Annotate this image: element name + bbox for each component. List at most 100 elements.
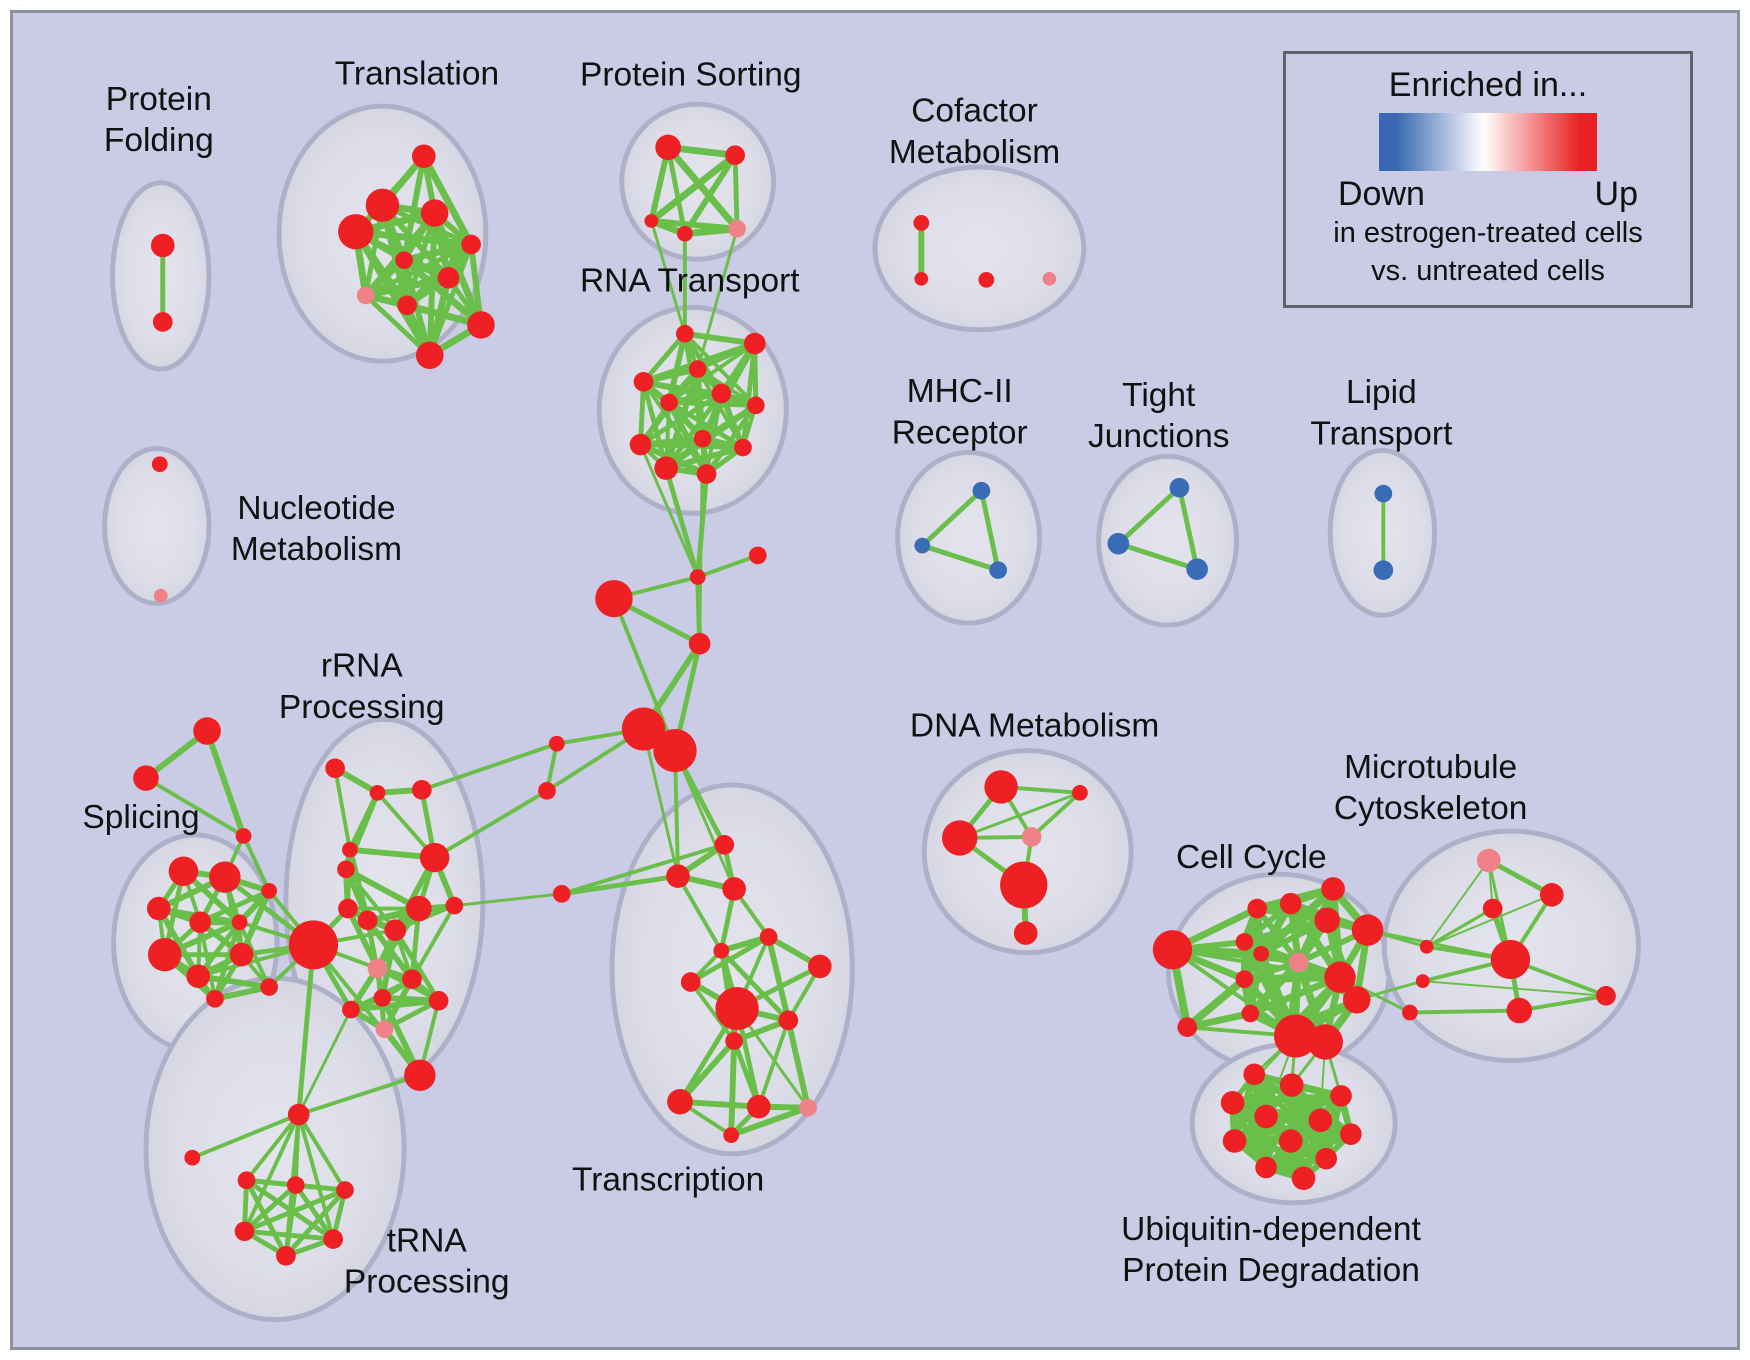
rrna-processing-node [357, 910, 378, 931]
splicing-node [189, 911, 212, 934]
tight-junctions-edge [1115, 485, 1182, 547]
splicing-edge [211, 984, 273, 1002]
rrna-processing-node [411, 780, 432, 800]
splicing-node [229, 942, 254, 967]
rrna-processing-label: rRNA [321, 648, 404, 685]
translation-node [437, 267, 460, 289]
rrna-processing-node [419, 842, 450, 873]
rna-transport-node [629, 433, 652, 456]
cell-cycle-edge [1183, 1010, 1254, 1031]
cell-cycle-node [1253, 945, 1270, 962]
transcription-node [759, 928, 778, 946]
rrna-processing-node [337, 860, 355, 879]
transcription-node [715, 987, 759, 1031]
inter-cluster-edge [452, 892, 564, 908]
dna-metabolism-node [1000, 861, 1048, 909]
lipid-transport-label: Lipid [1346, 374, 1417, 411]
cofactor-metabolism-node [913, 215, 930, 231]
trna-processing-node [234, 1221, 255, 1242]
splicing-node [146, 896, 171, 921]
trna-processing-edge [244, 1112, 301, 1183]
nucleotide-metabolism-ellipse [102, 446, 212, 606]
ubiquitin-degradation-edge [1229, 1092, 1345, 1107]
rrna-processing-node [373, 988, 392, 1007]
transcription-edge [688, 980, 737, 1043]
transcription-node [722, 877, 746, 901]
splicing-label: Splicing [82, 799, 199, 836]
inter-cluster-edge [695, 574, 703, 647]
dna-metabolism-node [1021, 827, 1042, 847]
trna-processing-edge [242, 1228, 336, 1242]
tight-junctions-label: Junctions [1088, 418, 1229, 455]
cell-cycle-node [1351, 914, 1384, 946]
trna-processing-edge [283, 1182, 299, 1259]
cofactor-metabolism-node [914, 271, 929, 286]
translation-node [415, 341, 444, 370]
ubiquitin-degradation-label: Protein Degradation [1122, 1252, 1420, 1289]
trna-processing-edge [242, 1182, 299, 1234]
cell-cycle-node [1273, 1014, 1318, 1058]
cell-cycle-node [1247, 898, 1268, 919]
transcription-node [799, 1098, 817, 1117]
trna-processing-edge [283, 1187, 348, 1259]
translation-node [420, 199, 449, 227]
trna-processing-edge [242, 1187, 348, 1234]
protein-folding-label: Protein [106, 81, 212, 118]
connectors-node [688, 632, 711, 655]
tight-junctions-edge [1176, 485, 1200, 572]
cell-cycle-edge [1257, 885, 1338, 958]
protein-folding-label: Folding [104, 122, 214, 159]
ubiquitin-degradation-node [1279, 1073, 1304, 1097]
cell-cycle-node [1152, 930, 1193, 970]
transcription-node [778, 1010, 799, 1031]
inter-cluster-edge [1425, 893, 1553, 948]
trna-processing-node [276, 1245, 296, 1266]
inter-cluster-edge [649, 219, 687, 336]
trna-processing-node [287, 1103, 310, 1126]
trna-processing-node [336, 1181, 354, 1199]
translation-node [461, 234, 481, 255]
translation-edge [420, 152, 475, 248]
cell-cycle-edge [1183, 975, 1249, 1032]
ubiquitin-degradation-node [1308, 1108, 1333, 1133]
cell-cycle-node [1321, 877, 1345, 901]
cell-cycle-node [1235, 933, 1254, 951]
inter-cluster-edge [611, 596, 677, 753]
ubiquitin-degradation-node [1255, 1156, 1277, 1179]
inter-cluster-edge [296, 1073, 422, 1117]
ubiquitin-degradation-node [1243, 1063, 1266, 1086]
microtubule-cytoskeleton-node [1596, 986, 1616, 1006]
dna-metabolism-node [941, 820, 978, 856]
transcription-node [667, 1089, 693, 1115]
protein-sorting-label: Protein Sorting [580, 56, 801, 93]
microtubule-cytoskeleton-node [1482, 898, 1503, 919]
microtubule-cytoskeleton-node [1506, 997, 1533, 1024]
mhc-ii-receptor-label: MHC-II [907, 373, 1013, 410]
protein-sorting-edge [681, 152, 739, 237]
inter-cluster-edge [204, 728, 247, 839]
rrna-processing-edge [333, 766, 352, 852]
cell-cycle-node [1241, 1004, 1260, 1023]
cell-cycle-node [1177, 1017, 1198, 1038]
legend-axis-labels: Down Up [1338, 175, 1638, 214]
ubiquitin-degradation-node [1330, 1085, 1352, 1107]
rna-transport-node [676, 324, 694, 343]
inter-cluster-edge [695, 553, 760, 579]
trna-processing-node [323, 1229, 344, 1249]
ubiquitin-degradation-node [1220, 1090, 1245, 1115]
cell-cycle-node [1288, 952, 1309, 973]
rna-transport-edge [663, 444, 746, 472]
legend-up-label: Up [1594, 175, 1638, 213]
rrna-processing-edge [410, 903, 457, 982]
legend-down-label: Down [1338, 175, 1425, 213]
cell-cycle-node [1324, 961, 1356, 993]
transcription-node [666, 864, 690, 888]
protein-sorting-edge [664, 143, 741, 233]
inter-cluster-edge [241, 833, 272, 893]
mhc-ii-receptor-edge [978, 488, 1001, 573]
cell-cycle-node [1307, 1024, 1343, 1060]
inter-cluster-edge [559, 842, 727, 896]
inter-cluster-edge [642, 727, 680, 878]
inter-cluster-edge [786, 1018, 810, 1110]
rna-transport-edge [704, 402, 759, 477]
